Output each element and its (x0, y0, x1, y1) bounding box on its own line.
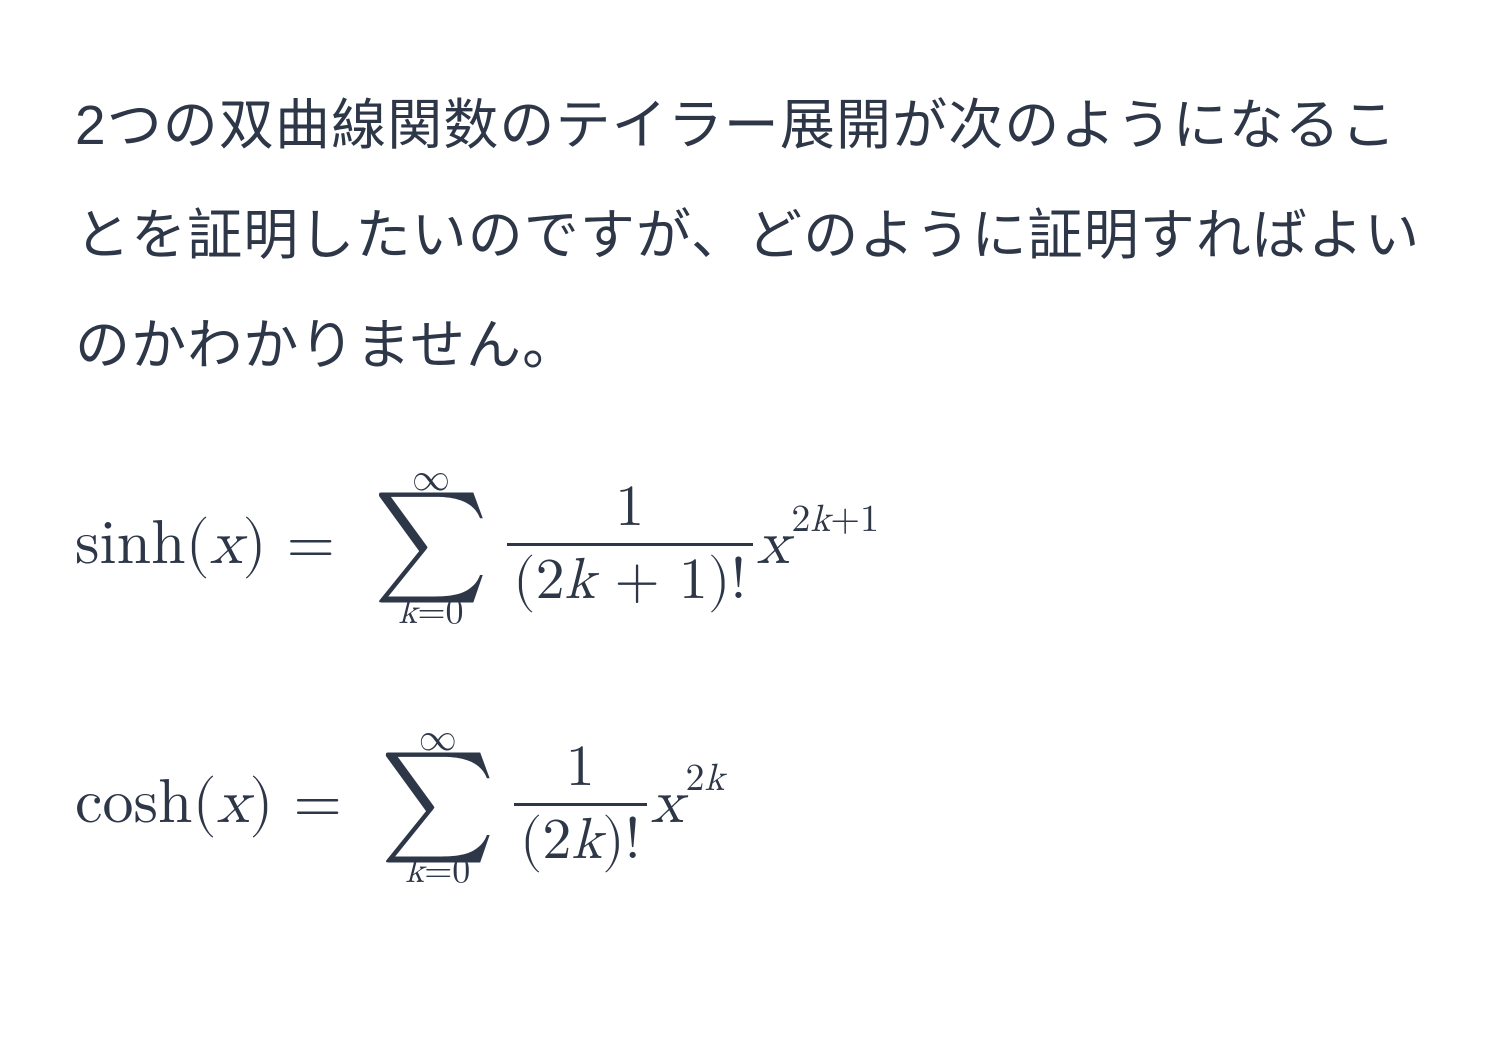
equals-sign: = (293, 767, 341, 841)
term-x: x2k (651, 767, 725, 841)
sum-lower-limit: k=0 (405, 853, 470, 889)
formula-cosh: cosh(x) = ∞ ∑ k=0 1 (2k)! x2k (75, 720, 1425, 890)
exponent: 2k+1 (791, 501, 879, 539)
sigma-icon: ∑ (373, 496, 489, 590)
intro-paragraph: 2つの双曲線関数のテイラー展開が次のようになることを証明したいのですが、どのよう… (75, 70, 1425, 400)
fraction-denominator: (2k + 1)! (507, 546, 753, 610)
sigma-icon: ∑ (380, 756, 496, 850)
sum-lower-limit: k=0 (398, 594, 463, 630)
cosh-arg: x (217, 767, 250, 841)
sinh-arg: x (210, 508, 243, 582)
equals-sign: = (287, 508, 335, 582)
fraction-numerator: 1 (560, 739, 601, 803)
fraction: 1 (2k + 1)! (507, 479, 753, 610)
fraction: 1 (2k)! (514, 739, 647, 870)
exponent: 2k (686, 760, 725, 798)
sinh-func-name: sinh (75, 508, 186, 582)
fraction-denominator: (2k)! (514, 806, 647, 870)
formula-sinh: sinh(x) = ∞ ∑ k=0 1 (2k + 1)! x2k+1 (75, 460, 1425, 630)
summation-symbol: ∞ ∑ k=0 (380, 720, 496, 890)
term-x: x2k+1 (757, 508, 879, 582)
cosh-func-name: cosh (75, 767, 192, 841)
summation-symbol: ∞ ∑ k=0 (373, 460, 489, 630)
fraction-numerator: 1 (609, 479, 650, 543)
